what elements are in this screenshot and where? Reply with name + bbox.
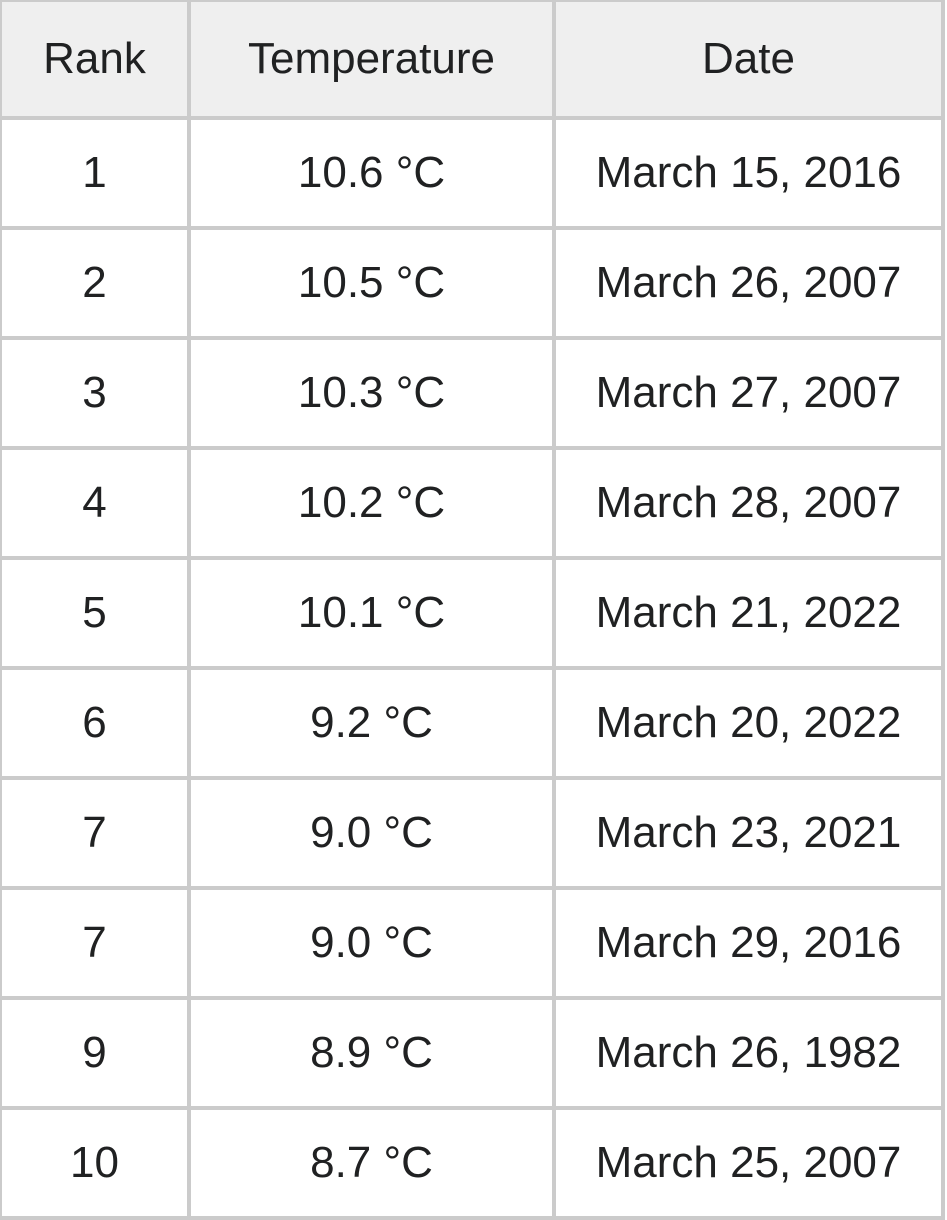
table-row: 10 8.7 °C March 25, 2007 bbox=[0, 1106, 945, 1220]
table-row: 4 10.2 °C March 28, 2007 bbox=[0, 446, 945, 560]
rank-cell: 10 bbox=[0, 1106, 191, 1220]
rank-cell: 2 bbox=[0, 226, 191, 340]
date-cell: March 28, 2007 bbox=[552, 446, 945, 560]
temperature-cell: 10.6 °C bbox=[187, 116, 556, 230]
rank-cell: 4 bbox=[0, 446, 191, 560]
temperature-cell: 10.1 °C bbox=[187, 556, 556, 670]
rank-cell: 5 bbox=[0, 556, 191, 670]
table-row: 3 10.3 °C March 27, 2007 bbox=[0, 336, 945, 450]
rank-cell: 6 bbox=[0, 666, 191, 780]
temperature-cell: 9.0 °C bbox=[187, 886, 556, 1000]
date-cell: March 20, 2022 bbox=[552, 666, 945, 780]
rank-cell: 1 bbox=[0, 116, 191, 230]
date-cell: March 25, 2007 bbox=[552, 1106, 945, 1220]
date-cell: March 15, 2016 bbox=[552, 116, 945, 230]
rank-cell: 9 bbox=[0, 996, 191, 1110]
table-row: 7 9.0 °C March 23, 2021 bbox=[0, 776, 945, 890]
temperature-cell: 8.7 °C bbox=[187, 1106, 556, 1220]
date-cell: March 29, 2016 bbox=[552, 886, 945, 1000]
table-row: 1 10.6 °C March 15, 2016 bbox=[0, 116, 945, 230]
temperature-cell: 9.2 °C bbox=[187, 666, 556, 780]
date-cell: March 21, 2022 bbox=[552, 556, 945, 670]
header-date[interactable]: Date bbox=[552, 0, 945, 120]
table-row: 9 8.9 °C March 26, 1982 bbox=[0, 996, 945, 1110]
temperature-cell: 10.5 °C bbox=[187, 226, 556, 340]
table-row: 2 10.5 °C March 26, 2007 bbox=[0, 226, 945, 340]
temperature-cell: 8.9 °C bbox=[187, 996, 556, 1110]
date-cell: March 23, 2021 bbox=[552, 776, 945, 890]
header-row: Rank Temperature Date bbox=[0, 0, 945, 120]
header-rank[interactable]: Rank bbox=[0, 0, 191, 120]
table-row: 5 10.1 °C March 21, 2022 bbox=[0, 556, 945, 670]
temperature-cell: 10.3 °C bbox=[187, 336, 556, 450]
rank-cell: 7 bbox=[0, 776, 191, 890]
rank-cell: 3 bbox=[0, 336, 191, 450]
temperature-cell: 9.0 °C bbox=[187, 776, 556, 890]
header-temperature[interactable]: Temperature bbox=[187, 0, 556, 120]
rank-cell: 7 bbox=[0, 886, 191, 1000]
table-row: 7 9.0 °C March 29, 2016 bbox=[0, 886, 945, 1000]
date-cell: March 27, 2007 bbox=[552, 336, 945, 450]
table-row: 6 9.2 °C March 20, 2022 bbox=[0, 666, 945, 780]
date-cell: March 26, 2007 bbox=[552, 226, 945, 340]
temperature-cell: 10.2 °C bbox=[187, 446, 556, 560]
date-cell: March 26, 1982 bbox=[552, 996, 945, 1110]
